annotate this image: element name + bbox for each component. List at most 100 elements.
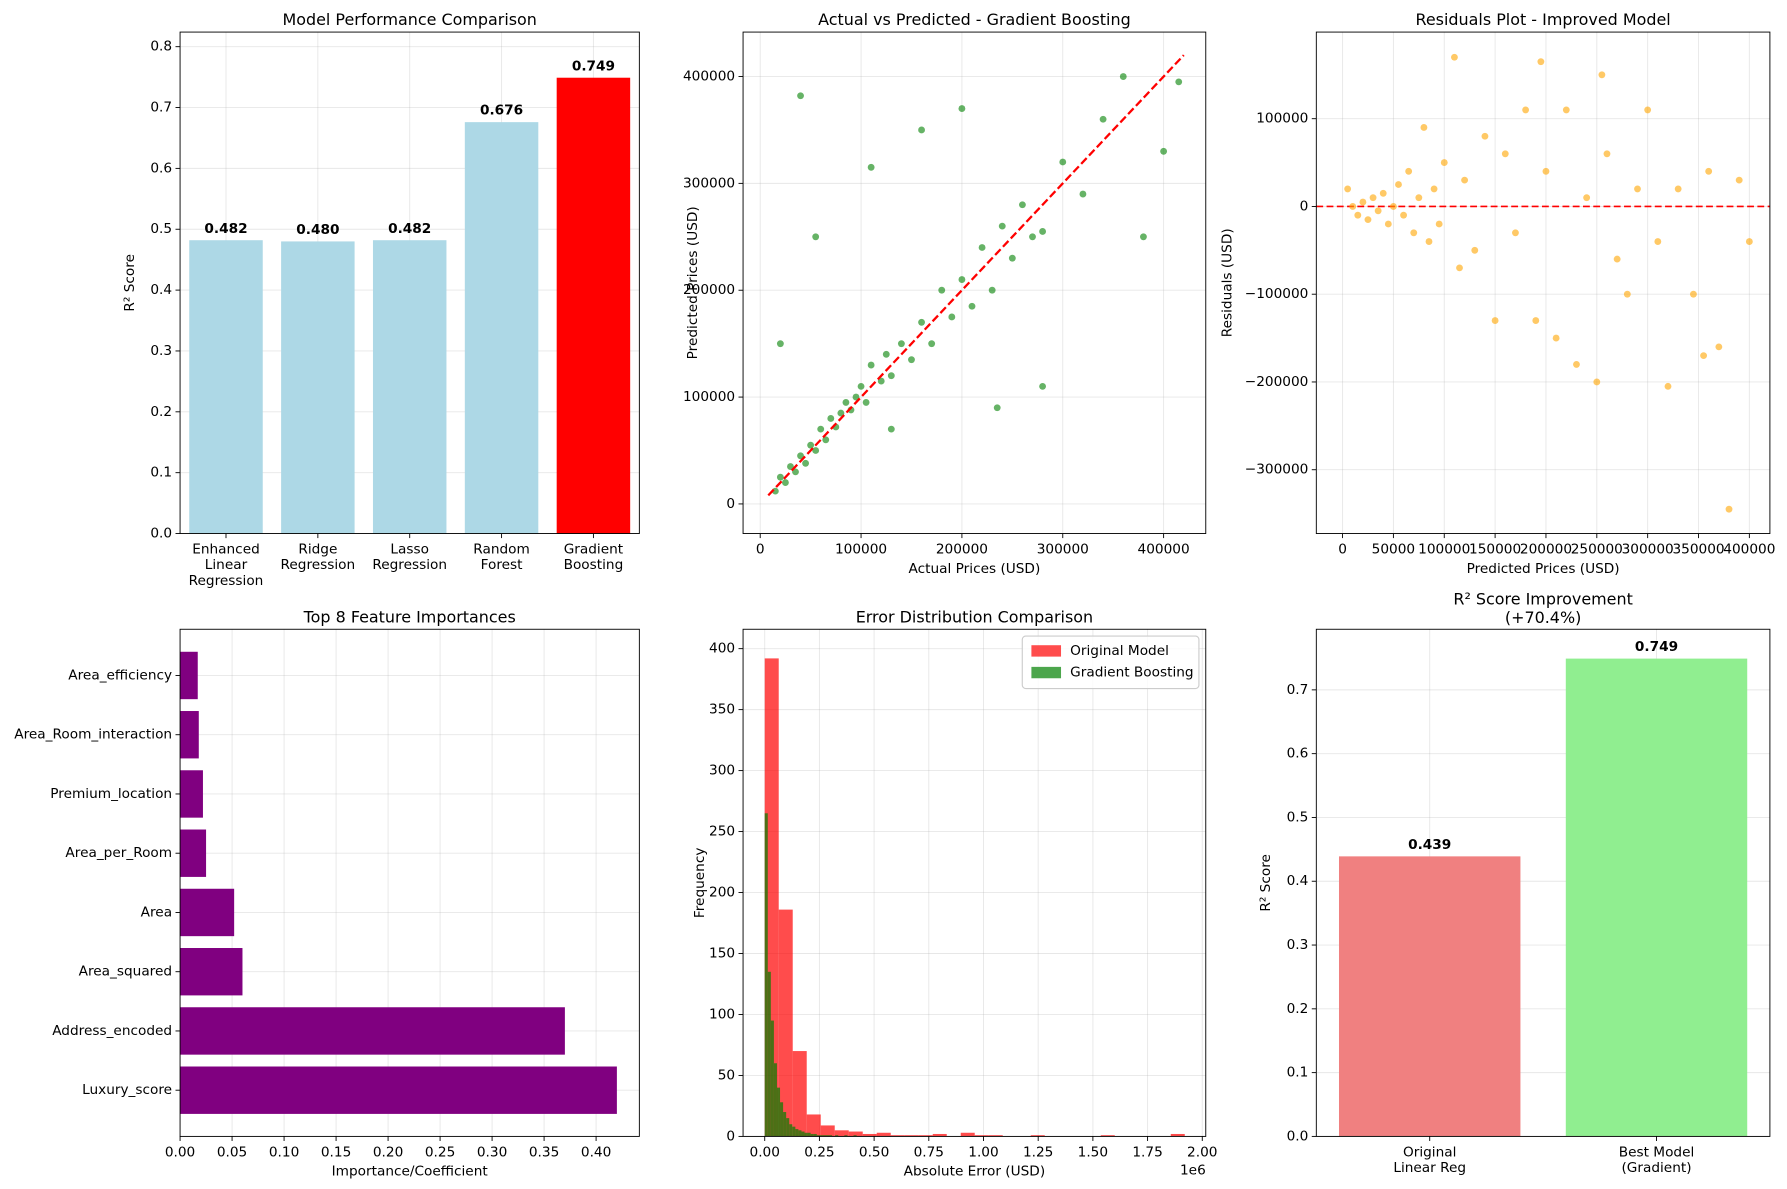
y-tick-label: 150 xyxy=(709,946,735,962)
y-tick-label: Area xyxy=(141,904,172,920)
point xyxy=(908,356,915,364)
bar xyxy=(180,829,207,877)
x-tick-label: 0.35 xyxy=(529,1144,559,1160)
point xyxy=(1705,167,1713,175)
point xyxy=(1603,150,1611,158)
point xyxy=(1389,203,1397,210)
y-tick-label: 100000 xyxy=(683,389,735,405)
point xyxy=(978,244,986,251)
y-tick-label: 400000 xyxy=(683,69,735,85)
point xyxy=(1613,255,1621,263)
x-tick-label: 200000 xyxy=(936,541,988,557)
legend-box xyxy=(1021,635,1200,690)
x-tick-label: Original Linear Reg xyxy=(1393,1144,1466,1176)
point xyxy=(862,399,870,406)
histogram-bar xyxy=(960,1132,975,1137)
point xyxy=(1542,167,1550,175)
value-label: 0.676 xyxy=(480,103,523,119)
y-tick-label: 100 xyxy=(709,1006,735,1022)
point xyxy=(1349,203,1357,210)
axes-frame xyxy=(1315,31,1771,534)
bar xyxy=(281,241,355,534)
y-tick-label: 0.7 xyxy=(1287,682,1309,698)
x-tick-label: Enhanced Linear Regression xyxy=(189,541,264,588)
point xyxy=(812,447,820,454)
bar xyxy=(180,1066,617,1114)
point xyxy=(1532,317,1540,324)
point xyxy=(1456,264,1463,272)
point xyxy=(797,452,804,460)
point xyxy=(797,92,804,100)
point xyxy=(807,441,815,449)
y-axis-label: Residuals (USD) xyxy=(1219,228,1235,337)
axis-offset: 1e6 xyxy=(1180,1163,1206,1179)
point xyxy=(1562,106,1570,114)
y-tick-label: 100000 xyxy=(1256,111,1308,127)
y-tick-label: 350 xyxy=(709,702,735,718)
x-axis-label: Actual Prices (USD) xyxy=(909,561,1041,577)
y-tick-label: 0.6 xyxy=(1287,746,1309,762)
x-tick-label: 0.10 xyxy=(269,1144,299,1160)
histogram-bar xyxy=(825,1135,830,1137)
point xyxy=(787,463,794,470)
y-tick-label: 0.4 xyxy=(150,282,172,298)
point xyxy=(1425,238,1433,245)
point xyxy=(1008,254,1016,262)
point xyxy=(1354,211,1362,219)
x-tick-label: 300000 xyxy=(1622,541,1674,557)
y-tick-label: 400 xyxy=(709,641,735,657)
histogram-bar xyxy=(770,1020,774,1137)
x-tick-label: 1.00 xyxy=(968,1144,998,1160)
legend-label: Original Model xyxy=(1070,643,1169,659)
point xyxy=(1644,106,1652,114)
histogram-bar xyxy=(918,1135,933,1137)
subplot: Top 8 Feature Importances Importance/Coef… xyxy=(14,607,640,1180)
point xyxy=(1481,132,1489,140)
histogram-bar xyxy=(844,1135,848,1137)
point xyxy=(1039,382,1047,390)
x-tick-label: Ridge Regression xyxy=(281,541,356,573)
y-tick-label: 0.0 xyxy=(150,526,172,542)
x-axis-label: Absolute Error (USD) xyxy=(904,1164,1046,1180)
histogram-bar xyxy=(819,1135,823,1137)
x-tick-label: 100000 xyxy=(1418,541,1470,557)
point xyxy=(782,479,789,486)
histogram-bar xyxy=(783,1112,787,1137)
axes-frame xyxy=(179,31,640,534)
point xyxy=(817,425,825,433)
point xyxy=(1374,207,1382,215)
histogram-bar xyxy=(792,1126,796,1137)
point xyxy=(1430,185,1438,193)
chart-title: R² Score Improvement (+70.4%) xyxy=(1453,589,1632,626)
x-axis-label: Importance/Coefficient xyxy=(332,1164,489,1180)
x-tick-label: 0 xyxy=(1338,541,1347,557)
y-axis-label: Predicted Prices (USD) xyxy=(685,206,701,359)
point xyxy=(1344,185,1352,193)
y-tick-label: Address_encoded xyxy=(52,1023,172,1039)
point xyxy=(857,382,865,390)
x-tick-label: 1.50 xyxy=(1078,1144,1108,1160)
point xyxy=(1369,194,1377,202)
y-tick-label: 0.0 xyxy=(1287,1128,1309,1144)
histogram-bar xyxy=(767,971,771,1137)
point xyxy=(1039,228,1047,235)
legend-label: Gradient Boosting xyxy=(1070,665,1193,681)
y-axis-label: Frequency xyxy=(692,848,708,919)
y-tick-label: 0 xyxy=(726,1128,735,1144)
point xyxy=(928,340,936,348)
x-tick-label: 350000 xyxy=(1672,541,1724,557)
x-tick-label: 400000 xyxy=(1723,541,1775,557)
point xyxy=(1664,382,1672,390)
histogram-bar xyxy=(792,1051,807,1137)
y-tick-label: 300000 xyxy=(683,175,735,191)
x-tick-label: 1.75 xyxy=(1132,1144,1162,1160)
point xyxy=(1491,317,1499,324)
point xyxy=(1435,220,1443,228)
y-tick-label: 0.7 xyxy=(150,100,172,116)
x-tick-label: 0.25 xyxy=(425,1144,455,1160)
point xyxy=(1099,115,1107,123)
point xyxy=(812,233,820,241)
y-tick-label: Area_per_Room xyxy=(65,845,172,861)
point xyxy=(1175,78,1183,86)
histogram-bar xyxy=(778,909,793,1137)
